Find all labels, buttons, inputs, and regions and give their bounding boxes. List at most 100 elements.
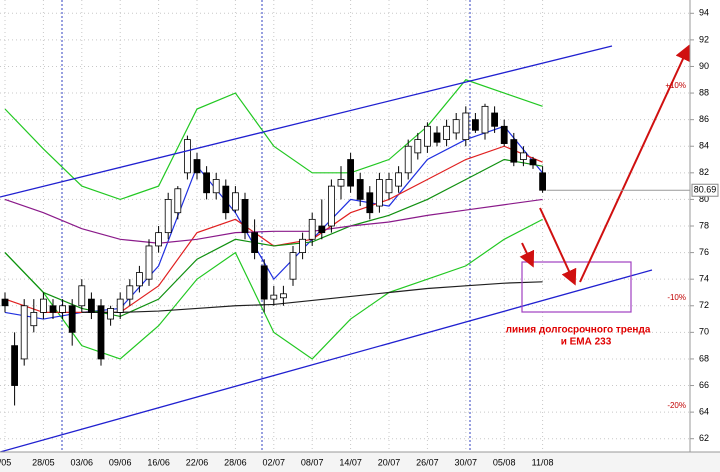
x-tick-label: 16/06 bbox=[147, 457, 170, 467]
x-axis-band bbox=[0, 452, 720, 472]
indicator-line bbox=[4, 218, 543, 360]
candle-body bbox=[443, 125, 451, 140]
indicator-line bbox=[81, 281, 543, 314]
last-price-box bbox=[691, 183, 719, 197]
candle-body bbox=[107, 308, 114, 320]
annotation: +10% bbox=[665, 81, 686, 90]
candle-body bbox=[385, 179, 393, 194]
x-tick-label: /05 bbox=[0, 457, 11, 467]
y-tick-label: 74 bbox=[699, 274, 709, 284]
y-tick-label: 86 bbox=[699, 114, 709, 124]
x-tick-label: 02/07 bbox=[263, 457, 286, 467]
candle-body bbox=[356, 179, 364, 200]
candle-body bbox=[404, 145, 412, 174]
note: и ЕМА 233 bbox=[561, 337, 612, 348]
candle-body bbox=[308, 218, 316, 240]
note: линия долгосрочного тренда bbox=[506, 325, 651, 336]
candle-body bbox=[251, 232, 259, 253]
y-tick-label: 66 bbox=[699, 380, 709, 390]
x-tick-label: 09/06 bbox=[109, 457, 132, 467]
candle-body bbox=[30, 312, 38, 327]
x-tick-label: 22/06 bbox=[186, 457, 209, 467]
grid bbox=[0, 0, 690, 452]
candle-body bbox=[366, 192, 374, 214]
x-tick-label: 08/07 bbox=[301, 457, 324, 467]
candle-body bbox=[222, 185, 230, 214]
trend-channel-lower bbox=[0, 269, 653, 453]
x-tick-label: 14/07 bbox=[339, 457, 362, 467]
candle-body bbox=[395, 172, 403, 187]
x-tick-label: 05/08 bbox=[493, 457, 516, 467]
y-tick-label: 78 bbox=[699, 220, 709, 230]
y-tick-label: 88 bbox=[699, 87, 709, 97]
x-tick-label: 11/08 bbox=[532, 457, 554, 467]
candle-body bbox=[164, 199, 172, 234]
candle-body bbox=[481, 105, 489, 134]
candle-body bbox=[40, 298, 47, 313]
candle-body bbox=[203, 172, 211, 194]
annotation: -20% bbox=[667, 401, 686, 410]
indicator-line bbox=[4, 198, 543, 244]
candle-body bbox=[471, 119, 479, 131]
candle-body bbox=[270, 294, 278, 300]
candle-body bbox=[145, 245, 153, 280]
y-tick-label: 82 bbox=[699, 167, 709, 177]
arrow bbox=[579, 44, 691, 283]
arrow bbox=[519, 242, 535, 268]
target-zone bbox=[521, 261, 632, 313]
candle-body bbox=[433, 132, 441, 143]
candle-body bbox=[500, 125, 508, 144]
candle-body bbox=[212, 179, 220, 194]
candle-body bbox=[327, 185, 335, 227]
candle-body bbox=[1, 298, 9, 307]
y-tick-label: 62 bbox=[699, 433, 709, 443]
arrow bbox=[539, 207, 577, 286]
x-tick-label: 20/07 bbox=[378, 457, 401, 467]
y-tick-label: 70 bbox=[699, 327, 709, 337]
y-tick-label: 80 bbox=[699, 194, 709, 204]
candle-body bbox=[78, 285, 86, 307]
x-tick-label: 03/06 bbox=[71, 457, 94, 467]
candle-body bbox=[20, 305, 28, 360]
x-tick-label: 28/05 bbox=[32, 457, 55, 467]
candle-body bbox=[126, 285, 134, 300]
candle-body bbox=[183, 139, 191, 174]
y-tick-label: 76 bbox=[699, 247, 709, 257]
candle-body bbox=[289, 252, 297, 280]
candle-body bbox=[520, 152, 527, 160]
candle-body bbox=[260, 265, 268, 300]
candle-body bbox=[116, 298, 124, 313]
x-tick-label: 30/07 bbox=[455, 457, 478, 467]
y-tick-label: 68 bbox=[699, 353, 709, 363]
candle-body bbox=[97, 305, 105, 360]
x-tick-label: 28/06 bbox=[224, 457, 247, 467]
candle-body bbox=[279, 293, 287, 299]
candle-body bbox=[59, 305, 66, 313]
candle-body bbox=[414, 139, 422, 154]
last-price-label: 80.69 bbox=[694, 185, 717, 195]
candle-body bbox=[510, 139, 518, 163]
candle-body bbox=[423, 125, 431, 147]
indicator-line bbox=[4, 79, 543, 201]
x-tick-label: 26/07 bbox=[416, 457, 439, 467]
y-tick-label: 84 bbox=[699, 141, 709, 151]
candle-body bbox=[491, 112, 499, 127]
candle-body bbox=[462, 112, 470, 140]
candle-body bbox=[231, 192, 239, 211]
candle-body bbox=[539, 172, 546, 191]
candle-body bbox=[337, 179, 345, 187]
trend-channel-upper bbox=[0, 45, 613, 198]
candle-body bbox=[529, 159, 537, 166]
y-tick-label: 92 bbox=[699, 34, 709, 44]
candle-body bbox=[318, 225, 326, 234]
candle-body bbox=[193, 159, 201, 174]
candle-body bbox=[452, 119, 460, 134]
candle-body bbox=[11, 345, 19, 386]
y-tick-label: 90 bbox=[699, 61, 709, 71]
candle-body bbox=[155, 232, 163, 247]
candle-body bbox=[241, 199, 249, 234]
candle-body bbox=[135, 272, 143, 287]
y-tick-label: 72 bbox=[699, 300, 709, 310]
candle-body bbox=[347, 159, 355, 187]
y-tick-label: 94 bbox=[699, 8, 709, 18]
